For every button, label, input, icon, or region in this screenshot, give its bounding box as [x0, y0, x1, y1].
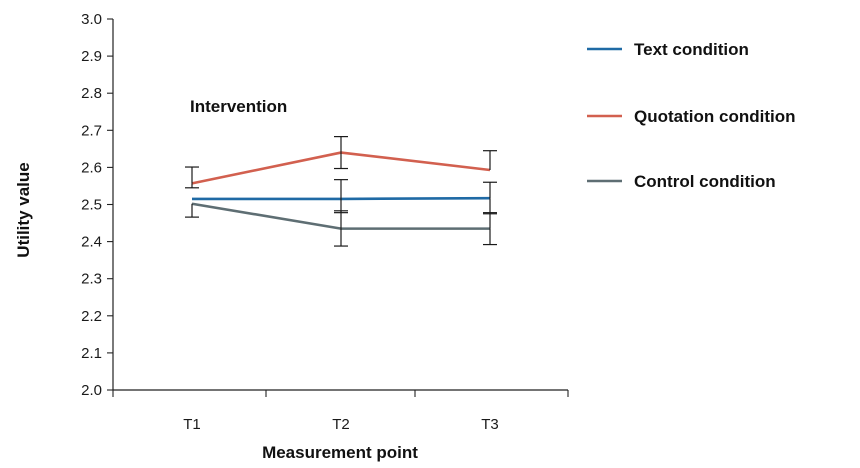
y-tick-label: 2.9 — [81, 48, 102, 65]
y-tick-label: 3.0 — [81, 11, 102, 28]
y-tick-label: 2.7 — [81, 122, 102, 139]
y-tick-label: 2.1 — [81, 345, 102, 362]
y-tick-label: 2.2 — [81, 308, 102, 325]
intervention-annotation: Intervention — [190, 97, 287, 116]
x-ticks: T1 T2 T3 — [112, 390, 569, 433]
error-bars — [185, 136, 497, 247]
y-tick-label: 2.3 — [81, 271, 102, 288]
x-tick-label: T3 — [481, 416, 499, 433]
legend-label-3: Control condition — [634, 172, 776, 191]
y-tick-label: 2.8 — [81, 85, 102, 102]
legend: Text condition Quotation condition Control… — [587, 40, 795, 191]
x-tick-label: T1 — [183, 416, 201, 433]
y-tick-label: 2.5 — [81, 197, 102, 214]
y-tick-label: 2.0 — [81, 382, 102, 399]
y-axis-title: Utility value — [14, 162, 33, 257]
x-axis-title: Measurement point — [262, 443, 418, 462]
y-tick-label: 2.4 — [81, 234, 102, 251]
y-tick-label: 2.6 — [81, 159, 102, 176]
legend-label-2: Quotation condition — [634, 107, 795, 126]
y-ticks: 2.0 2.1 2.2 2.3 2.4 2.5 2.6 2.7 2.8 2.9 3.0 — [81, 11, 113, 399]
x-tick-label: T2 — [332, 416, 350, 433]
legend-label-1: Text condition — [634, 40, 749, 59]
